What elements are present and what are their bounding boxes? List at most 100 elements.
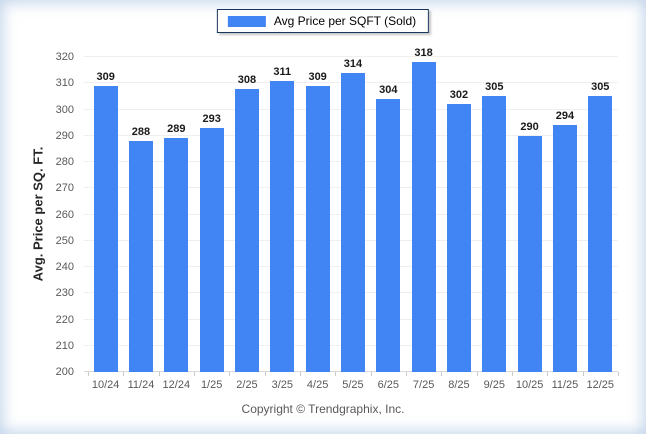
bar-slot: 302 bbox=[441, 57, 476, 372]
bar bbox=[552, 125, 577, 372]
bar-slot: 293 bbox=[194, 57, 229, 372]
y-tick-label: 300 bbox=[55, 103, 74, 116]
x-tick-mark bbox=[512, 372, 513, 376]
bar bbox=[234, 88, 259, 372]
x-axis-tick-marks bbox=[88, 372, 619, 376]
y-tick-label: 320 bbox=[55, 51, 74, 63]
bar-value-label: 309 bbox=[308, 70, 327, 83]
bar bbox=[517, 135, 542, 372]
bar bbox=[128, 141, 153, 372]
bar-value-label: 289 bbox=[167, 123, 186, 136]
x-tick-label: 8/25 bbox=[448, 379, 470, 391]
x-tick-label: 11/24 bbox=[127, 379, 155, 391]
y-tick-label: 280 bbox=[55, 156, 74, 169]
x-tick-mark bbox=[582, 372, 584, 376]
x-tick-label: 4/25 bbox=[306, 379, 329, 391]
y-tick-label: 220 bbox=[55, 313, 74, 326]
grid-line bbox=[84, 56, 618, 57]
x-tick-label: 5/25 bbox=[342, 379, 364, 391]
x-tick-label: 9/25 bbox=[483, 379, 505, 391]
y-tick-label: 200 bbox=[55, 366, 74, 378]
x-tick-mark bbox=[618, 372, 619, 376]
x-tick-mark bbox=[476, 372, 478, 376]
x-tick-mark bbox=[264, 372, 266, 376]
x-tick-mark bbox=[441, 372, 443, 376]
bar-slot: 308 bbox=[229, 57, 264, 372]
bar-slot: 294 bbox=[547, 57, 582, 372]
x-tick-mark bbox=[300, 372, 301, 376]
bars-container: 309 288 289 293 308 311 309 314 304 318 302 305 290 2… bbox=[88, 47, 618, 372]
chart-legend: Avg Price per SQFT (Sold) bbox=[216, 9, 430, 33]
bar bbox=[340, 72, 365, 372]
y-axis-ticks: 200 210 220 230 240 250 260 270 280 290 300 310 320 bbox=[0, 51, 80, 378]
bar-slot: 305 bbox=[477, 57, 512, 372]
bar-slot: 289 bbox=[159, 57, 194, 372]
bar bbox=[482, 96, 507, 372]
bar-value-label: 302 bbox=[449, 89, 469, 102]
bar bbox=[446, 104, 471, 372]
x-tick-label: 10/24 bbox=[91, 379, 120, 391]
y-tick-label: 270 bbox=[55, 182, 74, 195]
x-tick-mark bbox=[335, 372, 337, 376]
x-tick-mark bbox=[370, 372, 372, 376]
bar bbox=[270, 80, 295, 372]
bar-value-label: 318 bbox=[414, 47, 433, 60]
y-tick-label: 310 bbox=[55, 77, 74, 90]
x-tick-label: 12/25 bbox=[586, 379, 615, 391]
x-tick-label: 11/25 bbox=[551, 379, 579, 391]
bar-slot: 309 bbox=[300, 57, 335, 372]
bar-slot: 318 bbox=[406, 47, 441, 372]
x-tick-label: 1/25 bbox=[200, 379, 223, 391]
bar-slot: 288 bbox=[123, 57, 158, 372]
bar-value-label: 304 bbox=[379, 84, 398, 97]
x-tick-label: 12/24 bbox=[162, 379, 191, 391]
bar-value-label: 294 bbox=[555, 110, 575, 123]
x-tick-mark bbox=[194, 372, 195, 376]
bar-value-label: 309 bbox=[96, 70, 115, 83]
bar-slot: 311 bbox=[265, 57, 300, 372]
x-tick-mark bbox=[229, 372, 231, 376]
x-tick-label: 7/25 bbox=[412, 379, 435, 391]
y-tick-label: 250 bbox=[55, 234, 74, 247]
x-tick-mark bbox=[158, 372, 160, 376]
bar bbox=[411, 62, 436, 372]
x-tick-mark bbox=[123, 372, 125, 376]
x-tick-mark bbox=[547, 372, 549, 376]
bar-value-label: 290 bbox=[520, 120, 539, 133]
bar-value-label: 305 bbox=[485, 81, 504, 94]
legend-label: Avg Price per SQFT (Sold) bbox=[273, 14, 417, 28]
x-tick-mark bbox=[88, 372, 89, 376]
bar-value-label: 288 bbox=[131, 126, 151, 138]
bar bbox=[588, 96, 613, 372]
plot-area: 309 288 289 293 308 311 309 314 304 318 302 305 290 2… bbox=[84, 47, 618, 372]
y-tick-label: 230 bbox=[55, 287, 74, 300]
bar-slot: 305 bbox=[583, 57, 618, 372]
y-tick-label: 210 bbox=[55, 339, 74, 352]
legend-swatch bbox=[227, 15, 266, 27]
copyright-footer: Copyright © Trendgraphix, Inc. bbox=[241, 402, 405, 416]
bar-value-label: 311 bbox=[273, 65, 292, 78]
x-tick-label: 10/25 bbox=[515, 379, 544, 391]
bar-value-label: 305 bbox=[591, 81, 610, 94]
bar-slot: 314 bbox=[335, 57, 370, 372]
y-tick-label: 240 bbox=[55, 261, 74, 274]
bar bbox=[199, 127, 224, 372]
bar-value-label: 293 bbox=[202, 112, 221, 125]
bar-value-label: 308 bbox=[237, 73, 257, 86]
y-tick-label: 290 bbox=[55, 129, 74, 142]
bar-slot: 309 bbox=[88, 57, 123, 372]
bar bbox=[93, 85, 118, 372]
bar bbox=[305, 85, 330, 372]
x-tick-label: 3/25 bbox=[271, 379, 294, 391]
x-tick-mark bbox=[406, 372, 407, 376]
bar-value-label: 314 bbox=[343, 57, 363, 70]
bar-slot: 290 bbox=[512, 57, 547, 372]
bar-slot: 304 bbox=[371, 57, 406, 372]
y-tick-label: 260 bbox=[55, 208, 74, 221]
x-tick-label: 6/25 bbox=[377, 379, 399, 391]
bar bbox=[164, 138, 189, 372]
x-axis-labels: 10/24 11/24 12/24 1/25 2/25 3/25 4/25 5/25 6/25 7… bbox=[88, 379, 618, 391]
bar bbox=[376, 99, 401, 372]
x-tick-label: 2/25 bbox=[236, 379, 258, 391]
